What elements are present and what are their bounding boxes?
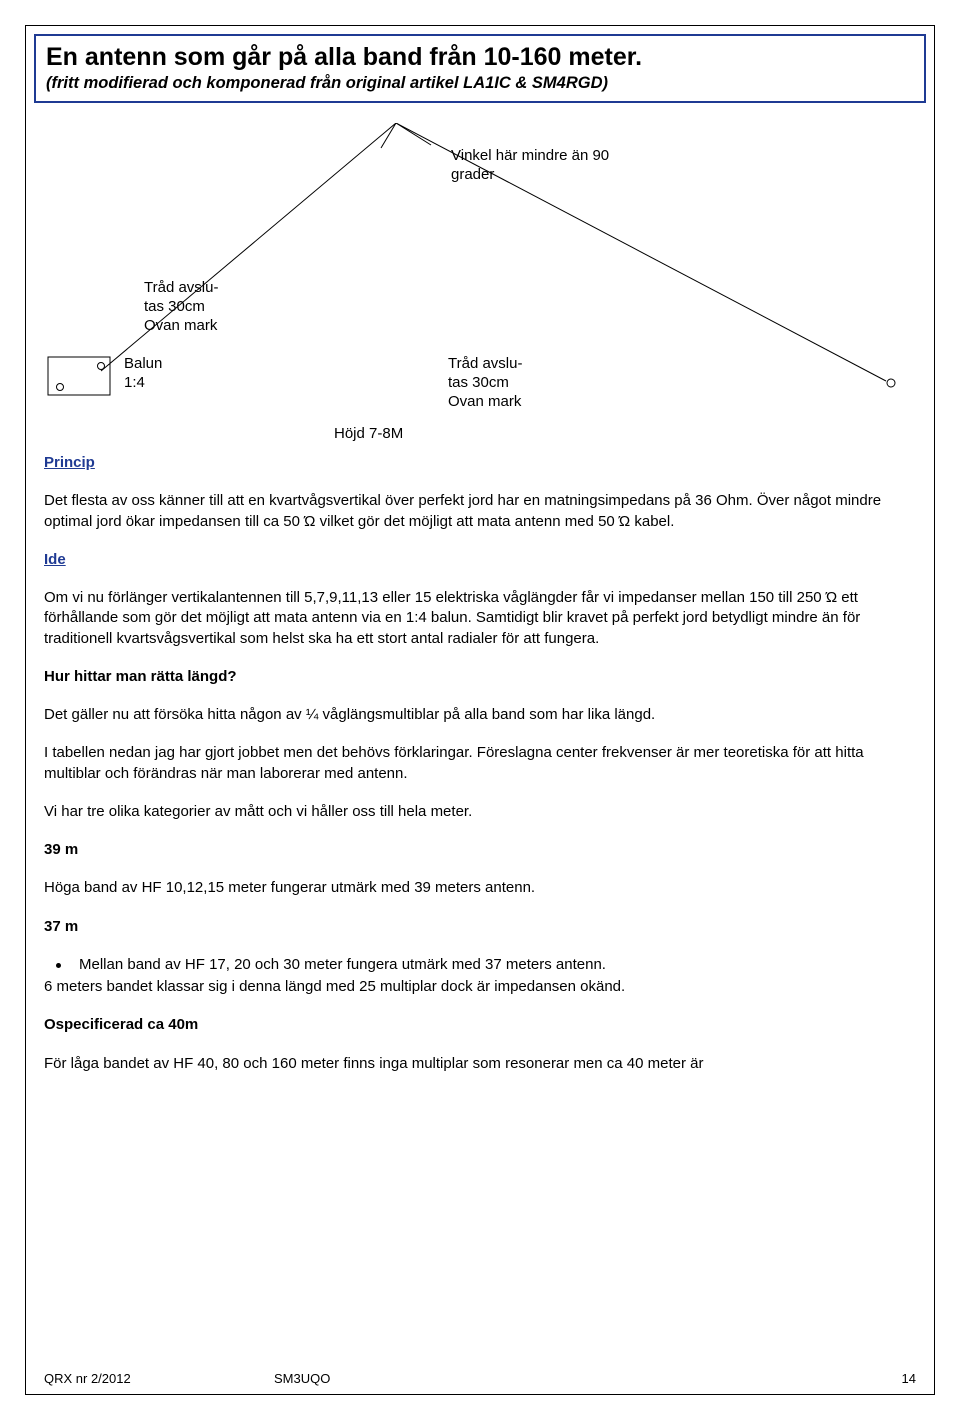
body-content: Princip Det flesta av oss känner till at… <box>26 443 934 1142</box>
height-label: Höjd 7-8M <box>334 425 403 444</box>
footer-issue: QRX nr 2/2012 <box>44 1371 274 1386</box>
hur-p2: I tabellen nedan jag har gjort jobbet me… <box>44 743 916 784</box>
footer-page-number: 14 <box>902 1371 916 1386</box>
apex-angle-text: Vinkel här mindre än 90 grader <box>451 147 609 183</box>
page-footer: QRX nr 2/2012 SM3UQO 14 <box>26 1371 934 1386</box>
balun-text: Balun 1:4 <box>124 355 162 391</box>
section-head-37m: 37 m <box>44 917 916 937</box>
hur-p1: Det gäller nu att försöka hitta någon av… <box>44 705 916 725</box>
section-head-ide: Ide <box>44 550 916 570</box>
balun-label: Balun 1:4 <box>124 355 162 393</box>
section-head-39m: 39 m <box>44 840 916 860</box>
princip-body: Det flesta av oss känner till att en kva… <box>44 491 916 532</box>
m37-bullet-row: Mellan band av HF 17, 20 och 30 meter fu… <box>44 955 916 975</box>
right-wire-label: Tråd avslu- tas 30cm Ovan mark <box>448 355 522 411</box>
page-frame: En antenn som går på alla band från 10-1… <box>25 25 935 1395</box>
m39-body: Höga band av HF 10,12,15 meter fungerar … <box>44 878 916 898</box>
antenna-diagram: Vinkel här mindre än 90 grader Tråd avsl… <box>36 123 924 443</box>
title-box: En antenn som går på alla band från 10-1… <box>34 34 926 103</box>
right-wire-text: Tråd avslu- tas 30cm Ovan mark <box>448 355 522 410</box>
footer-callsign: SM3UQO <box>274 1371 330 1386</box>
m37-bullet-text: Mellan band av HF 17, 20 och 30 meter fu… <box>79 955 606 975</box>
hur-p3: Vi har tre olika kategorier av mått och … <box>44 802 916 822</box>
m37-after: 6 meters bandet klassar sig i denna läng… <box>44 977 916 997</box>
bullet-icon <box>56 963 61 968</box>
ospec-body: För låga bandet av HF 40, 80 och 160 met… <box>44 1054 916 1074</box>
page-title: En antenn som går på alla band från 10-1… <box>46 42 914 72</box>
height-text: Höjd 7-8M <box>334 425 403 442</box>
left-wire-text: Tråd avslu- tas 30cm Ovan mark <box>144 279 218 334</box>
page-subtitle: (fritt modifierad och komponerad från or… <box>46 74 914 93</box>
ide-body: Om vi nu förlänger vertikalantennen till… <box>44 588 916 649</box>
section-head-hur: Hur hittar man rätta längd? <box>44 667 916 687</box>
section-head-ospec: Ospecificerad ca 40m <box>44 1015 916 1035</box>
section-head-princip: Princip <box>44 453 916 473</box>
left-wire-label: Tråd avslu- tas 30cm Ovan mark <box>144 279 218 335</box>
apex-angle-label: Vinkel här mindre än 90 grader <box>451 147 609 185</box>
